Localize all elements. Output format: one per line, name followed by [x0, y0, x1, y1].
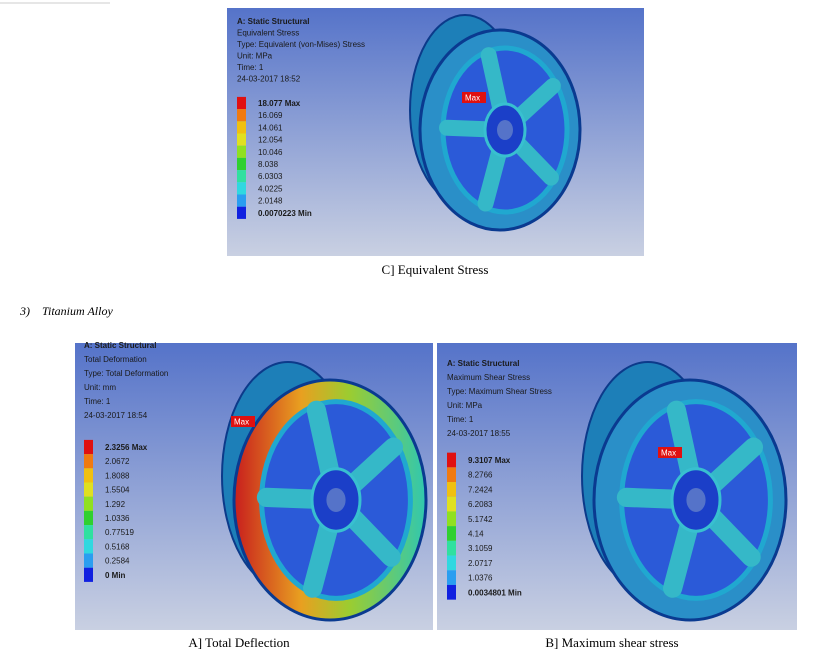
header-line: Maximum Shear Stress	[447, 373, 530, 382]
legend-label: 10.046	[258, 148, 283, 157]
legend-swatch	[237, 170, 246, 183]
legend-swatch	[237, 194, 246, 207]
header-line: Equivalent Stress	[237, 29, 299, 38]
max-tag	[231, 416, 255, 427]
legend-label: 2.0717	[468, 559, 493, 568]
legend-swatch	[447, 526, 456, 541]
legend-swatch	[237, 145, 246, 158]
header-line: Time: 1	[447, 415, 474, 424]
header-line: Type: Maximum Shear Stress	[447, 387, 552, 396]
section-heading: 3) Titanium Alloy	[19, 304, 113, 318]
header-line: A: Static Structural	[447, 359, 519, 368]
legend-label: 5.1742	[468, 515, 493, 524]
max-tag	[658, 447, 682, 458]
max-tag-text: Max	[234, 418, 249, 427]
legend-label: 0 Min	[105, 571, 126, 580]
legend-label: 7.2424	[468, 485, 493, 494]
legend-swatch	[237, 121, 246, 134]
legend-swatch	[84, 496, 93, 511]
legend-label: 3.1059	[468, 544, 493, 553]
legend-swatch	[84, 553, 93, 568]
header-line: Unit: MPa	[447, 401, 483, 410]
legend-label: 18.077 Max	[258, 99, 301, 108]
legend-swatch	[84, 482, 93, 497]
legend-swatch	[447, 555, 456, 571]
legend-swatch	[84, 539, 93, 554]
legend-swatch	[84, 567, 93, 582]
hub-hole	[497, 120, 513, 140]
legend-label: 12.054	[258, 136, 283, 145]
hub-hole	[686, 488, 706, 512]
legend-label: 8.038	[258, 160, 279, 169]
legend-swatch	[84, 525, 93, 540]
legend-swatch	[237, 109, 246, 122]
legend-label: 16.069	[258, 111, 283, 120]
legend-label: 6.2083	[468, 500, 493, 509]
legend-label: 1.0376	[468, 574, 493, 583]
legend-label: 2.0148	[258, 197, 283, 206]
header-line: Time: 1	[237, 63, 264, 72]
legend-swatch	[447, 540, 456, 556]
header-line: A: Static Structural	[84, 341, 156, 350]
legend-swatch	[447, 496, 456, 512]
legend-swatch	[237, 157, 246, 171]
hub-hole	[326, 488, 346, 512]
legend-label: 1.0336	[105, 514, 130, 523]
legend-label: 2.0672	[105, 457, 130, 466]
header-line: Type: Total Deformation	[84, 369, 168, 378]
legend-label: 4.14	[468, 530, 484, 539]
legend-label: 0.77519	[105, 528, 134, 537]
legend-label: 1.292	[105, 500, 126, 509]
legend-swatch	[237, 182, 246, 195]
legend-swatch	[447, 511, 456, 527]
legend-swatch	[84, 454, 93, 469]
legend-swatch	[447, 482, 456, 497]
legend-swatch	[447, 584, 456, 600]
legend-label: 4.0225	[258, 184, 283, 193]
header-line: Type: Equivalent (von-Mises) Stress	[237, 40, 365, 49]
header-line: 24-03-2017 18:54	[84, 411, 148, 420]
legend-label: 1.5504	[105, 486, 130, 495]
legend-label: 0.2584	[105, 557, 130, 566]
caption: A] Total Deflection	[188, 635, 290, 650]
header-line: Total Deformation	[84, 355, 147, 364]
legend-swatch	[237, 133, 246, 146]
legend-label: 0.0034801 Min	[468, 588, 522, 597]
legend-swatch	[447, 452, 456, 468]
legend-label: 1.8088	[105, 471, 130, 480]
legend-label: 14.061	[258, 123, 283, 132]
legend-label: 9.3107 Max	[468, 456, 511, 465]
legend-label: 0.5168	[105, 542, 130, 551]
legend-swatch	[237, 206, 246, 219]
caption: B] Maximum shear stress	[545, 635, 678, 650]
legend-label: 8.2766	[468, 471, 493, 480]
header-line: A: Static Structural	[237, 17, 309, 26]
legend-swatch	[84, 468, 93, 483]
header-line: Unit: MPa	[237, 52, 273, 61]
legend-swatch	[84, 510, 93, 526]
header-line: Time: 1	[84, 397, 111, 406]
header-line: Unit: mm	[84, 383, 116, 392]
legend-swatch	[447, 467, 456, 483]
legend-label: 2.3256 Max	[105, 443, 148, 452]
legend-swatch	[84, 439, 93, 455]
max-tag-text: Max	[465, 94, 480, 103]
header-line: 24-03-2017 18:52	[237, 75, 301, 84]
max-tag-text: Max	[661, 449, 676, 458]
header-line: 24-03-2017 18:55	[447, 429, 511, 438]
legend-label: 0.0070223 Min	[258, 209, 312, 218]
legend-label: 6.0303	[258, 172, 283, 181]
legend-swatch	[447, 570, 456, 585]
legend-swatch	[237, 96, 246, 110]
caption: C] Equivalent Stress	[382, 262, 489, 277]
max-tag	[462, 92, 486, 103]
